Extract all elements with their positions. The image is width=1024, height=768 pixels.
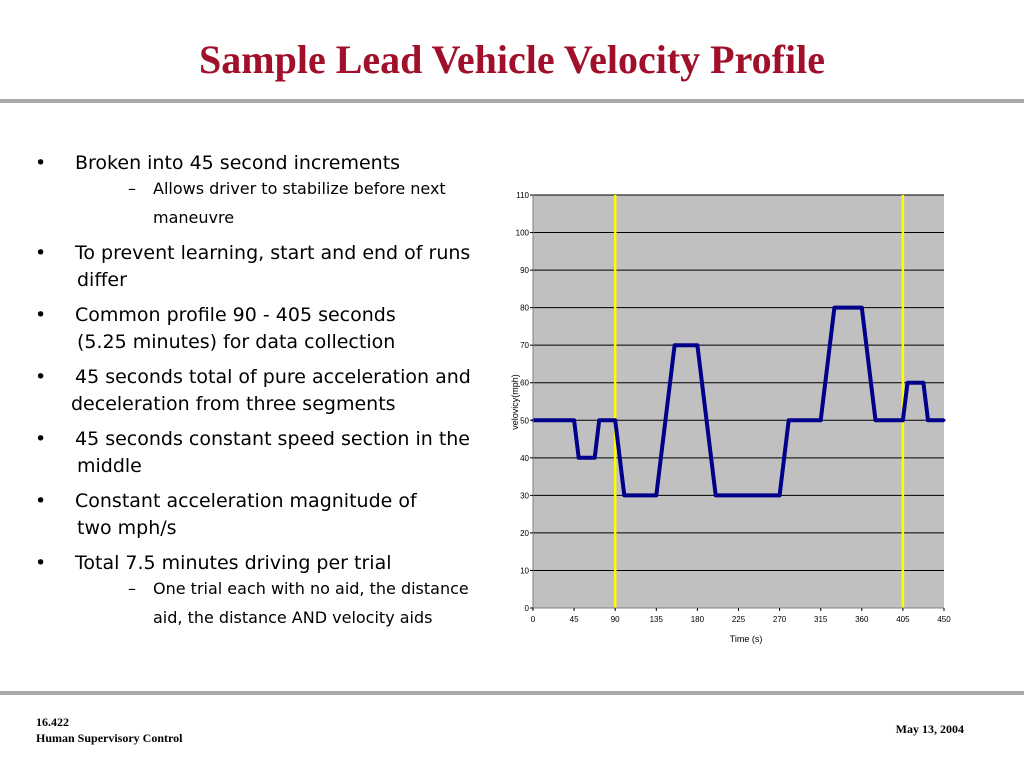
bullet-marker: • <box>35 428 47 450</box>
velocity-profile-chart: 0 10 20 30 40 50 60 70 80 90 100 110 0 45 90 135 180 225 2… <box>510 191 952 644</box>
series-layer <box>531 305 946 498</box>
data-point <box>593 456 597 460</box>
footer-date: May 13, 2004 <box>895 722 964 736</box>
data-point <box>921 381 925 385</box>
data-point <box>695 343 699 347</box>
y-tick-label: 80 <box>520 304 529 313</box>
data-point <box>942 418 946 422</box>
bullet-item: • Broken into 45 second increments – All… <box>35 150 505 232</box>
course-number: 16.422 <box>36 715 69 729</box>
data-point <box>622 493 626 497</box>
data-point <box>778 493 782 497</box>
y-tick-label: 0 <box>525 604 530 613</box>
bullet-item: • 45 seconds total of pure acceleration … <box>35 364 505 418</box>
sub-bullet-text: One trial each with no aid, the distance <box>153 579 469 598</box>
data-point <box>673 343 677 347</box>
data-point <box>572 418 576 422</box>
y-tick-label: 100 <box>516 229 530 238</box>
sub-bullet-marker: – <box>128 179 136 198</box>
course-name: Human Supervisory Control <box>36 731 183 745</box>
bullet-item: • Total 7.5 minutes driving per trial – … <box>35 550 505 632</box>
bullet-text: Common profile 90 - 405 seconds <box>75 304 396 326</box>
velocity-series-line <box>533 305 944 498</box>
x-tick-label: 225 <box>732 615 746 624</box>
top-divider <box>0 99 1024 103</box>
bullet-text: Constant acceleration magnitude of <box>75 490 417 512</box>
data-point <box>905 381 909 385</box>
bottom-divider <box>0 691 1024 695</box>
bullet-text: Broken into 45 second increments <box>75 152 401 174</box>
bullet-text-cont: deceleration from three segments <box>71 393 396 415</box>
y-tick-label: 110 <box>516 191 529 200</box>
bullet-text-cont: middle <box>77 455 142 477</box>
data-point <box>819 418 823 422</box>
x-tick-label: 360 <box>855 615 869 624</box>
data-point <box>832 306 836 310</box>
y-tick-label: 40 <box>520 454 529 463</box>
y-tick-label: 20 <box>520 529 529 538</box>
data-point <box>901 418 905 422</box>
data-point <box>714 493 718 497</box>
y-tick-label: 90 <box>520 266 529 275</box>
data-point <box>860 306 864 310</box>
bullet-item: • Constant acceleration magnitude of two… <box>35 488 505 542</box>
gridlines <box>533 194 944 571</box>
bullet-item: • 45 seconds constant speed section in t… <box>35 426 505 480</box>
x-axis-title: Time (s) <box>730 634 763 644</box>
y-tick-label: 50 <box>520 416 529 425</box>
data-point <box>597 418 601 422</box>
tick-labels: 0 10 20 30 40 50 60 70 80 90 100 110 0 45 90 135 180 225 2… <box>516 191 952 624</box>
bullet-item: • To prevent learning, start and end of … <box>35 240 505 294</box>
x-tick-label: 450 <box>937 615 951 624</box>
bullet-marker: • <box>35 366 47 388</box>
bullet-text: To prevent learning, start and end of ru… <box>75 242 471 264</box>
sub-bullet-text-cont: maneuvre <box>153 208 235 227</box>
bullet-text-cont: two mph/s <box>77 517 177 539</box>
y-tick-label: 70 <box>520 341 529 350</box>
x-tick-label: 90 <box>611 615 620 624</box>
sub-bullet-item: – One trial each with no aid, the distan… <box>75 574 505 632</box>
bullet-text-cont: (5.25 minutes) for data collection <box>77 331 396 353</box>
bullet-item: • Common profile 90 - 405 seconds (5.25 … <box>35 302 505 356</box>
bullet-marker: • <box>35 242 47 264</box>
bullet-marker: • <box>35 490 47 512</box>
x-tick-label: 0 <box>531 615 536 624</box>
x-tick-label: 180 <box>691 615 705 624</box>
data-point <box>577 456 581 460</box>
x-tick-label: 405 <box>896 615 910 624</box>
bullet-marker: • <box>35 152 47 174</box>
bullet-text-cont: differ <box>77 269 127 291</box>
x-tick-label: 315 <box>814 615 828 624</box>
sub-bullet-item: – Allows driver to stabilize before next… <box>75 174 505 232</box>
data-point <box>926 418 930 422</box>
footer-course: 16.422 Human Supervisory Control <box>36 714 182 746</box>
sub-bullet-marker: – <box>128 579 136 598</box>
sub-bullet-text: Allows driver to stabilize before next <box>153 179 446 198</box>
y-tick-label: 60 <box>520 379 529 388</box>
bullet-marker: • <box>35 304 47 326</box>
bullet-text: Total 7.5 minutes driving per trial <box>75 552 392 574</box>
bullet-list: • Broken into 45 second increments – All… <box>35 150 505 640</box>
plot-area <box>533 195 944 608</box>
bullet-marker: • <box>35 552 47 574</box>
bullet-text: 45 seconds constant speed section in the <box>75 428 471 450</box>
y-axis-title: velovicy(mph) <box>510 374 520 430</box>
y-tick-label: 30 <box>520 491 529 500</box>
data-point <box>613 418 617 422</box>
data-point <box>874 418 877 422</box>
slide-title: Sample Lead Vehicle Velocity Profile <box>199 37 825 82</box>
x-tick-label: 135 <box>650 615 664 624</box>
sub-bullet-text-cont: aid, the distance AND velocity aids <box>153 608 433 627</box>
vertical-markers <box>613 195 905 608</box>
bullet-text: 45 seconds total of pure acceleration an… <box>75 366 471 388</box>
x-tick-label: 270 <box>773 615 787 624</box>
y-tick-label: 10 <box>520 566 529 575</box>
x-tick-label: 45 <box>570 615 579 624</box>
data-point <box>654 493 658 497</box>
data-point <box>787 418 791 422</box>
